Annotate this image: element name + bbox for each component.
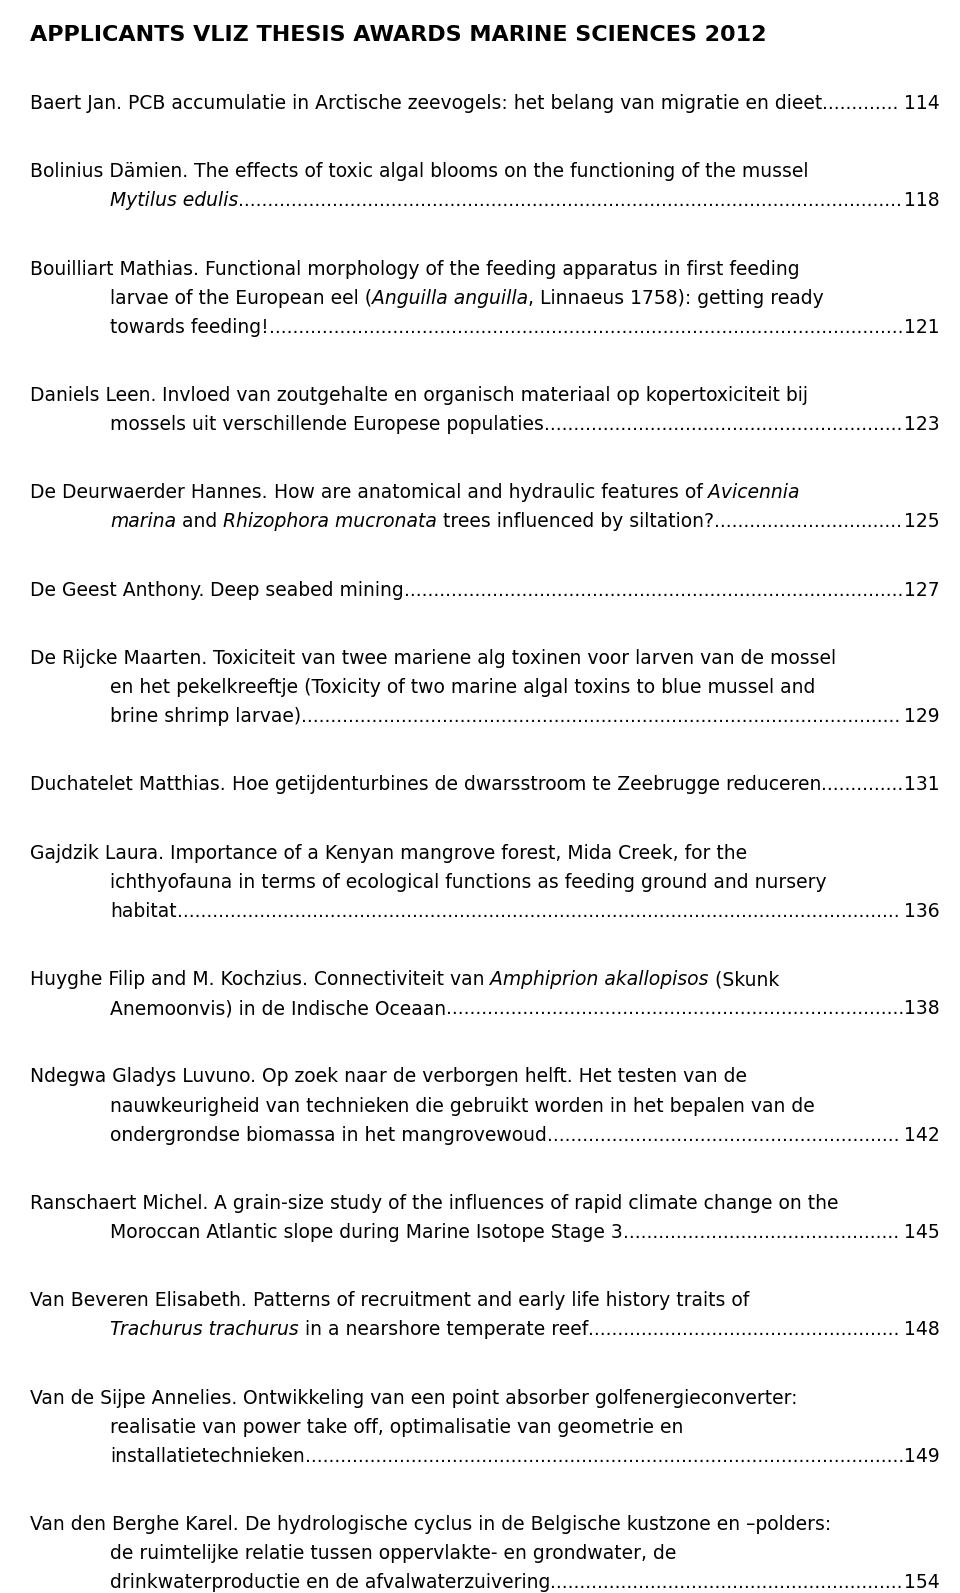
Text: Van Beveren Elisabeth.: Van Beveren Elisabeth. <box>30 1292 252 1311</box>
Text: Deep seabed mining: Deep seabed mining <box>210 581 404 599</box>
Text: Op zoek naar de verborgen helft. Het testen van de: Op zoek naar de verborgen helft. Het tes… <box>262 1067 747 1086</box>
Text: ................................................................................: ........................................… <box>177 902 900 921</box>
Text: 154: 154 <box>904 1574 940 1591</box>
Text: 129: 129 <box>904 707 940 726</box>
Text: brine shrimp larvae): brine shrimp larvae) <box>110 707 301 726</box>
Text: nauwkeurigheid van technieken die gebruikt worden in het bepalen van de: nauwkeurigheid van technieken die gebrui… <box>110 1096 815 1115</box>
Text: Rhizophora mucronata: Rhizophora mucronata <box>224 513 437 532</box>
Text: Trachurus trachurus: Trachurus trachurus <box>110 1321 299 1340</box>
Text: 114: 114 <box>904 94 940 113</box>
Text: ................................................................................: ........................................… <box>301 707 900 726</box>
Text: .....................................................: ........................................… <box>588 1321 900 1340</box>
Text: installatietechnieken: installatietechnieken <box>110 1446 304 1466</box>
Text: Mytilus edulis: Mytilus edulis <box>110 191 238 210</box>
Text: ................................................................................: ........................................… <box>404 581 903 599</box>
Text: realisatie van power take off, optimalisatie van geometrie en: realisatie van power take off, optimalis… <box>110 1418 684 1437</box>
Text: de ruimtelijke relatie tussen oppervlakte- en grondwater, de: de ruimtelijke relatie tussen oppervlakt… <box>110 1544 677 1563</box>
Text: 138: 138 <box>904 999 940 1018</box>
Text: 127: 127 <box>904 581 940 599</box>
Text: 145: 145 <box>904 1223 940 1243</box>
Text: Bouilliart Mathias.: Bouilliart Mathias. <box>30 260 204 279</box>
Text: Ontwikkeling van een point absorber golfenergieconverter:: Ontwikkeling van een point absorber golf… <box>243 1389 798 1408</box>
Text: Amphiprion akallopisos: Amphiprion akallopisos <box>491 970 708 989</box>
Text: Anemoonvis) in de Indische Oceaan: Anemoonvis) in de Indische Oceaan <box>110 999 446 1018</box>
Text: .............................................................: ........................................… <box>544 416 902 433</box>
Text: ................................................................................: ........................................… <box>238 191 902 210</box>
Text: 121: 121 <box>904 317 940 336</box>
Text: drinkwaterproductie en de afvalwaterzuivering: drinkwaterproductie en de afvalwaterzuiv… <box>110 1574 550 1591</box>
Text: Bolinius Dämien.: Bolinius Dämien. <box>30 162 194 182</box>
Text: Patterns of recruitment and early life history traits of: Patterns of recruitment and early life h… <box>252 1292 749 1311</box>
Text: Ranschaert Michel.: Ranschaert Michel. <box>30 1193 214 1212</box>
Text: ondergrondse biomassa in het mangrovewoud: ondergrondse biomassa in het mangrovewou… <box>110 1126 547 1145</box>
Text: in a nearshore temperate reef: in a nearshore temperate reef <box>299 1321 588 1340</box>
Text: trees influenced by siltation?: trees influenced by siltation? <box>437 513 714 532</box>
Text: 142: 142 <box>904 1126 940 1145</box>
Text: marina: marina <box>110 513 176 532</box>
Text: 148: 148 <box>904 1321 940 1340</box>
Text: PCB accumulatie in Arctische zeevogels: het belang van migratie en dieet: PCB accumulatie in Arctische zeevogels: … <box>128 94 823 113</box>
Text: Baert Jan.: Baert Jan. <box>30 94 128 113</box>
Text: 118: 118 <box>904 191 940 210</box>
Text: 125: 125 <box>904 513 940 532</box>
Text: Importance of a Kenyan mangrove forest, Mida Creek, for the: Importance of a Kenyan mangrove forest, … <box>170 844 747 863</box>
Text: towards feeding!: towards feeding! <box>110 317 269 336</box>
Text: mossels uit verschillende Europese populaties: mossels uit verschillende Europese popul… <box>110 416 544 433</box>
Text: Invloed van zoutgehalte en organisch materiaal op kopertoxiciteit bij: Invloed van zoutgehalte en organisch mat… <box>162 386 808 405</box>
Text: Connectiviteit van: Connectiviteit van <box>314 970 491 989</box>
Text: ..............: .............. <box>821 776 903 795</box>
Text: De hydrologische cyclus in de Belgische kustzone en –polders:: De hydrologische cyclus in de Belgische … <box>245 1515 830 1534</box>
Text: en het pekelkreeftje (Toxicity of two marine algal toxins to blue mussel and: en het pekelkreeftje (Toxicity of two ma… <box>110 679 815 698</box>
Text: ...............................................: ........................................… <box>623 1223 899 1243</box>
Text: Van den Berghe Karel.: Van den Berghe Karel. <box>30 1515 245 1534</box>
Text: larvae of the European eel (: larvae of the European eel ( <box>110 288 372 307</box>
Text: .............: ............. <box>823 94 899 113</box>
Text: 149: 149 <box>904 1446 940 1466</box>
Text: habitat: habitat <box>110 902 177 921</box>
Text: (Skunk: (Skunk <box>708 970 780 989</box>
Text: Ndegwa Gladys Luvuno.: Ndegwa Gladys Luvuno. <box>30 1067 262 1086</box>
Text: and: and <box>176 513 224 532</box>
Text: Huyghe Filip and M. Kochzius.: Huyghe Filip and M. Kochzius. <box>30 970 314 989</box>
Text: Daniels Leen.: Daniels Leen. <box>30 386 162 405</box>
Text: A grain-size study of the influences of rapid climate change on the: A grain-size study of the influences of … <box>214 1193 839 1212</box>
Text: ................................................................................: ........................................… <box>269 317 903 336</box>
Text: ............................................................: ........................................… <box>547 1126 900 1145</box>
Text: , Linnaeus 1758): getting ready: , Linnaeus 1758): getting ready <box>528 288 824 307</box>
Text: How are anatomical and hydraulic features of: How are anatomical and hydraulic feature… <box>274 483 708 502</box>
Text: Moroccan Atlantic slope during Marine Isotope Stage 3: Moroccan Atlantic slope during Marine Is… <box>110 1223 623 1243</box>
Text: ................................: ................................ <box>714 513 902 532</box>
Text: 136: 136 <box>904 902 940 921</box>
Text: ................................................................................: ........................................… <box>304 1446 904 1466</box>
Text: De Deurwaerder Hannes.: De Deurwaerder Hannes. <box>30 483 274 502</box>
Text: Functional morphology of the feeding apparatus in first feeding: Functional morphology of the feeding app… <box>204 260 800 279</box>
Text: ............................................................: ........................................… <box>550 1574 902 1591</box>
Text: 131: 131 <box>904 776 940 795</box>
Text: Toxiciteit van twee mariene alg toxinen voor larven van de mossel: Toxiciteit van twee mariene alg toxinen … <box>213 648 836 667</box>
Text: Gajdzik Laura.: Gajdzik Laura. <box>30 844 170 863</box>
Text: APPLICANTS VLIZ THESIS AWARDS MARINE SCIENCES 2012: APPLICANTS VLIZ THESIS AWARDS MARINE SCI… <box>30 25 766 45</box>
Text: Hoe getijdenturbines de dwarsstroom te Zeebrugge reduceren: Hoe getijdenturbines de dwarsstroom te Z… <box>231 776 821 795</box>
Text: Avicennia: Avicennia <box>708 483 800 502</box>
Text: Anguilla anguilla: Anguilla anguilla <box>372 288 528 307</box>
Text: 123: 123 <box>904 416 940 433</box>
Text: ..............................................................................: ........................................… <box>446 999 904 1018</box>
Text: De Geest Anthony.: De Geest Anthony. <box>30 581 210 599</box>
Text: Van de Sijpe Annelies.: Van de Sijpe Annelies. <box>30 1389 243 1408</box>
Text: De Rijcke Maarten.: De Rijcke Maarten. <box>30 648 213 667</box>
Text: ichthyofauna in terms of ecological functions as feeding ground and nursery: ichthyofauna in terms of ecological func… <box>110 873 827 892</box>
Text: Duchatelet Matthias.: Duchatelet Matthias. <box>30 776 231 795</box>
Text: The effects of toxic algal blooms on the functioning of the mussel: The effects of toxic algal blooms on the… <box>194 162 808 182</box>
